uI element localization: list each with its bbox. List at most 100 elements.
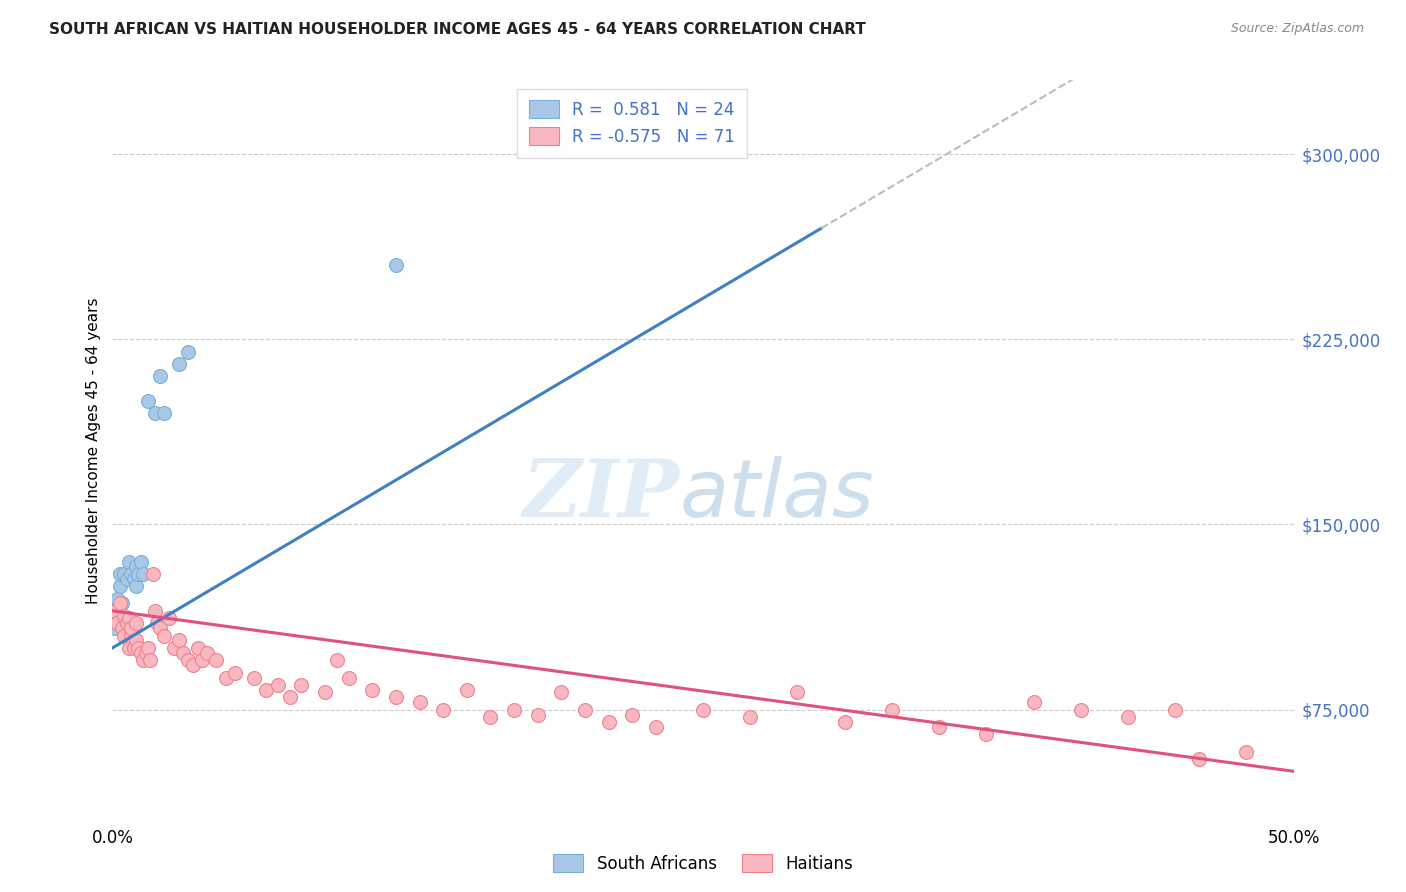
- Point: [167, 633, 190, 648]
- Point: [132, 653, 155, 667]
- Point: [143, 604, 166, 618]
- Point: [125, 633, 148, 648]
- Point: [326, 653, 349, 667]
- Point: [132, 566, 155, 581]
- Text: ZIP: ZIP: [523, 456, 679, 533]
- Point: [108, 566, 131, 581]
- Point: [181, 658, 204, 673]
- Point: [1022, 695, 1045, 709]
- Point: [976, 727, 998, 741]
- Point: [149, 621, 172, 635]
- Point: [1234, 745, 1257, 759]
- Point: [115, 616, 138, 631]
- Point: [111, 621, 134, 635]
- Point: [692, 703, 714, 717]
- Point: [127, 640, 149, 655]
- Point: [167, 357, 190, 371]
- Point: [108, 579, 131, 593]
- Point: [142, 566, 165, 581]
- Point: [644, 720, 666, 734]
- Legend: South Africans, Haitians: South Africans, Haitians: [547, 847, 859, 880]
- Point: [215, 671, 238, 685]
- Point: [136, 394, 159, 409]
- Point: [224, 665, 246, 680]
- Text: SOUTH AFRICAN VS HAITIAN HOUSEHOLDER INCOME AGES 45 - 64 YEARS CORRELATION CHART: SOUTH AFRICAN VS HAITIAN HOUSEHOLDER INC…: [49, 22, 866, 37]
- Point: [120, 566, 142, 581]
- Point: [621, 707, 644, 722]
- Point: [115, 572, 138, 586]
- Point: [408, 695, 430, 709]
- Point: [120, 621, 142, 635]
- Point: [129, 646, 152, 660]
- Point: [125, 559, 148, 574]
- Point: [112, 566, 135, 581]
- Point: [432, 703, 454, 717]
- Point: [112, 608, 135, 623]
- Point: [574, 703, 596, 717]
- Point: [1188, 752, 1211, 766]
- Point: [127, 566, 149, 581]
- Point: [146, 616, 169, 631]
- Point: [191, 653, 214, 667]
- Point: [157, 611, 180, 625]
- Point: [1070, 703, 1092, 717]
- Point: [139, 653, 162, 667]
- Point: [135, 646, 157, 660]
- Point: [163, 640, 186, 655]
- Point: [125, 579, 148, 593]
- Point: [153, 407, 176, 421]
- Point: [118, 554, 141, 569]
- Point: [337, 671, 360, 685]
- Point: [108, 597, 131, 611]
- Point: [598, 714, 620, 729]
- Point: [125, 616, 148, 631]
- Point: [503, 703, 526, 717]
- Point: [928, 720, 950, 734]
- Point: [136, 640, 159, 655]
- Point: [456, 682, 478, 697]
- Point: [104, 604, 127, 618]
- Point: [526, 707, 548, 722]
- Point: [122, 572, 145, 586]
- Point: [880, 703, 903, 717]
- Point: [479, 710, 502, 724]
- Point: [177, 344, 200, 359]
- Point: [254, 682, 277, 697]
- Point: [834, 714, 856, 729]
- Point: [290, 678, 312, 692]
- Point: [314, 685, 336, 699]
- Point: [1116, 710, 1139, 724]
- Point: [112, 628, 135, 642]
- Point: [267, 678, 290, 692]
- Point: [550, 685, 572, 699]
- Point: [361, 682, 384, 697]
- Point: [143, 407, 166, 421]
- Point: [105, 604, 128, 618]
- Point: [740, 710, 762, 724]
- Point: [205, 653, 228, 667]
- Y-axis label: Householder Income Ages 45 - 64 years: Householder Income Ages 45 - 64 years: [86, 297, 101, 604]
- Point: [118, 640, 141, 655]
- Point: [278, 690, 301, 705]
- Point: [111, 597, 134, 611]
- Point: [186, 640, 208, 655]
- Point: [118, 611, 141, 625]
- Point: [112, 616, 135, 631]
- Point: [153, 628, 176, 642]
- Point: [122, 640, 145, 655]
- Point: [104, 621, 127, 635]
- Point: [105, 616, 128, 631]
- Point: [105, 591, 128, 606]
- Point: [120, 628, 142, 642]
- Point: [243, 671, 266, 685]
- Text: Source: ZipAtlas.com: Source: ZipAtlas.com: [1230, 22, 1364, 36]
- Point: [149, 369, 172, 384]
- Point: [385, 690, 408, 705]
- Point: [172, 646, 194, 660]
- Text: atlas: atlas: [679, 456, 875, 534]
- Legend: R =  0.581   N = 24, R = -0.575   N = 71: R = 0.581 N = 24, R = -0.575 N = 71: [517, 88, 747, 158]
- Point: [129, 554, 152, 569]
- Point: [195, 646, 218, 660]
- Point: [786, 685, 808, 699]
- Point: [1164, 703, 1187, 717]
